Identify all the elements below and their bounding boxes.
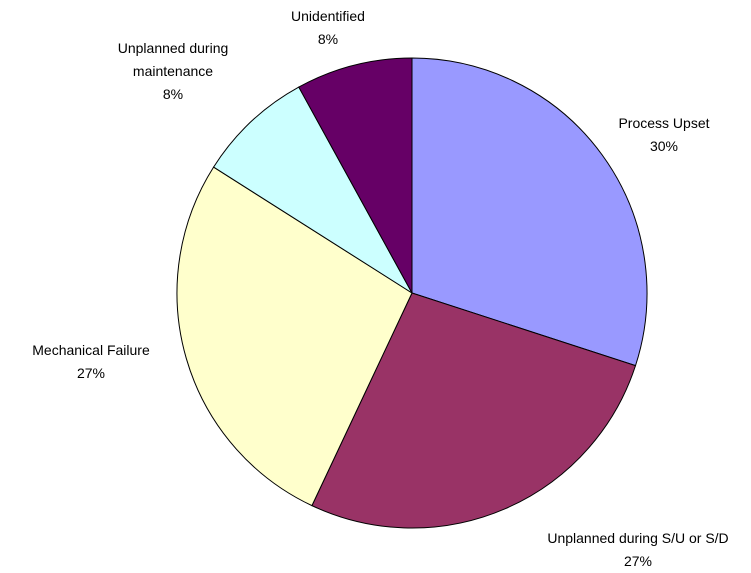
pie-slice [176,166,413,507]
slice-label: Mechanical Failure 27% [1,339,181,385]
category-name: Mechanical Failure [32,342,150,358]
slice-label: Process Upset 30% [594,112,734,158]
percent-label: 30% [649,138,679,154]
category-name: Unplanned during S/U or S/D [547,530,729,546]
percent-label: 27% [76,365,106,381]
slice-label: Unidentified 8% [268,5,388,51]
pie-slice [298,57,413,294]
slice-label: Unplanned during S/U or S/D 27% [518,527,751,573]
percent-label: 8% [317,31,339,47]
category-name: Unplanned during maintenance [117,40,229,79]
pie-slice [311,292,637,529]
slice-label: Unplanned during maintenance 8% [88,37,258,106]
category-name: Unidentified [291,8,365,24]
pie-slice [212,86,413,294]
pie-slice [411,57,648,367]
percent-label: 8% [162,86,184,102]
percent-label: 27% [623,553,653,569]
category-name: Process Upset [618,115,710,131]
